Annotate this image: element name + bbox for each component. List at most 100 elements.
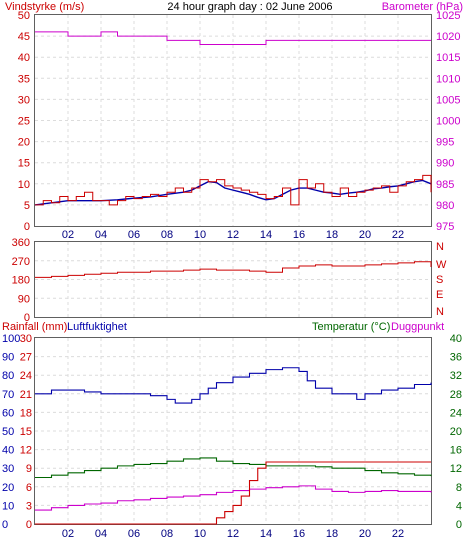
barometer-y-tick-label: 1005	[436, 94, 460, 106]
barometer-y-tick-label: 1015	[436, 52, 460, 64]
rain-y-tick-label: 0	[26, 519, 32, 531]
temperature-y-tick-label: 20	[450, 426, 462, 438]
x-tick-label: 22	[392, 528, 404, 540]
x-tick-label: 04	[95, 229, 107, 241]
wind-y-tick-label: 30	[18, 94, 30, 106]
series-barometer	[35, 31, 431, 46]
compass-label-n-top: N	[436, 241, 444, 253]
series-direction	[35, 261, 432, 278]
x-tick-label: 10	[194, 229, 206, 241]
rain-y-tick-label: 3	[26, 500, 32, 512]
x-tick-label: 14	[260, 229, 272, 241]
x-tick-label: 06	[128, 229, 140, 241]
barometer-y-tick-label: 995	[436, 137, 454, 149]
direction-y-tick-label: 0	[24, 312, 30, 324]
x-tick-label: 04	[95, 528, 107, 540]
barometer-y-tick-label: 1020	[436, 31, 460, 43]
series-wind_gust	[35, 174, 432, 206]
wind-y-tick-label: 25	[18, 116, 30, 128]
x-tick-label: 02	[62, 528, 74, 540]
x-tick-label: 18	[326, 229, 338, 241]
wind-axis-title: Vindstyrke (m/s)	[5, 1, 84, 13]
page-title: 24 hour graph day : 02 June 2006	[167, 1, 332, 13]
x-tick-label: 14	[260, 528, 272, 540]
barometer-y-tick-label: 1010	[436, 73, 460, 85]
direction-y-tick-label: 90	[18, 293, 30, 305]
series-rain	[35, 461, 431, 525]
wind-y-tick-label: 50	[18, 10, 30, 22]
dewpoint-axis-title: Duggpunkt	[391, 321, 444, 333]
humidity-axis-title: Luftfuktighet	[67, 321, 127, 333]
barometer-axis-title: Barometer (hPa)	[382, 1, 463, 13]
series-humidity	[35, 367, 432, 404]
compass-label-n-bottom: N	[436, 306, 444, 318]
humidity-y-tick-label: 90	[2, 352, 14, 364]
direction-y-tick-label: 180	[12, 275, 30, 287]
humidity-y-tick-label: 60	[2, 407, 14, 419]
wind-y-tick-label: 15	[18, 158, 30, 170]
x-tick-label: 20	[359, 229, 371, 241]
rainfall-axis-title: Rainfall (mm)	[2, 321, 67, 333]
compass-label-w: W	[436, 259, 447, 271]
direction-compass-labels: N W S E N	[436, 241, 447, 318]
wind-y-tick-label: 35	[18, 73, 30, 85]
x-tick-label: 18	[326, 528, 338, 540]
temperature-y-tick-label: 12	[450, 463, 462, 475]
humidity-y-tick-label: 50	[2, 426, 14, 438]
wind-y-tick-label: 20	[18, 137, 30, 149]
humidity-y-tick-label: 30	[2, 463, 14, 475]
rain-y-tick-label: 6	[26, 482, 32, 494]
barometer-y-tick-label: 985	[436, 179, 454, 191]
compass-label-s: S	[436, 274, 443, 286]
x-tick-label: 06	[128, 528, 140, 540]
rain-y-tick-label: 24	[20, 370, 32, 382]
barometer-y-tick-label: 975	[436, 221, 454, 233]
rain-y-tick-label: 27	[20, 352, 32, 364]
temperature-y-tick-label: 4	[456, 500, 462, 512]
humidity-y-tick-label: 20	[2, 482, 14, 494]
wind-y-tick-label: 40	[18, 52, 30, 64]
humidity-y-tick-label: 0	[2, 519, 8, 531]
humidity-y-tick-label: 100	[2, 333, 20, 345]
direction-y-tick-label: 360	[12, 237, 30, 249]
barometer-y-tick-label: 990	[436, 158, 454, 170]
barometer-y-tick-label: 1000	[436, 116, 460, 128]
wind-y-tick-label: 5	[24, 200, 30, 212]
data-series	[34, 31, 432, 525]
x-tick-label: 22	[392, 229, 404, 241]
barometer-y-tick-label: 980	[436, 200, 454, 212]
humidity-y-tick-label: 70	[2, 389, 14, 401]
temperature-y-tick-label: 36	[450, 352, 462, 364]
rain-y-tick-label: 12	[20, 445, 32, 457]
temperature-axis-title: Temperatur (°C)	[312, 321, 390, 333]
wind-y-tick-label: 0	[24, 221, 30, 233]
temperature-y-tick-label: 28	[450, 389, 462, 401]
x-tick-label: 10	[194, 528, 206, 540]
temperature-y-tick-label: 0	[456, 519, 462, 531]
temperature-y-tick-label: 32	[450, 370, 462, 382]
x-tick-label: 16	[293, 528, 305, 540]
barometer-y-tick-label: 1025	[436, 10, 460, 22]
temperature-y-tick-label: 40	[450, 333, 462, 345]
x-tick-label: 16	[293, 229, 305, 241]
rain-y-tick-label: 9	[26, 463, 32, 475]
x-tick-label: 08	[161, 229, 173, 241]
humidity-y-tick-label: 10	[2, 500, 14, 512]
axis-tick-labels: 0510152025303540455097598098599099510001…	[2, 10, 462, 540]
wind-y-tick-label: 10	[18, 179, 30, 191]
temperature-y-tick-label: 24	[450, 407, 462, 419]
direction-y-tick-label: 270	[12, 256, 30, 268]
wind-y-tick-label: 45	[18, 31, 30, 43]
rain-y-tick-label: 18	[20, 407, 32, 419]
x-tick-label: 08	[161, 528, 173, 540]
rain-y-tick-label: 21	[20, 389, 32, 401]
x-tick-label: 02	[62, 229, 74, 241]
x-tick-label: 12	[227, 528, 239, 540]
temperature-y-tick-label: 8	[456, 482, 462, 494]
series-temperature	[35, 457, 432, 479]
rain-y-tick-label: 15	[20, 426, 32, 438]
x-tick-label: 20	[359, 528, 371, 540]
series-dewpoint	[35, 485, 432, 511]
rain-y-tick-label: 30	[20, 333, 32, 345]
